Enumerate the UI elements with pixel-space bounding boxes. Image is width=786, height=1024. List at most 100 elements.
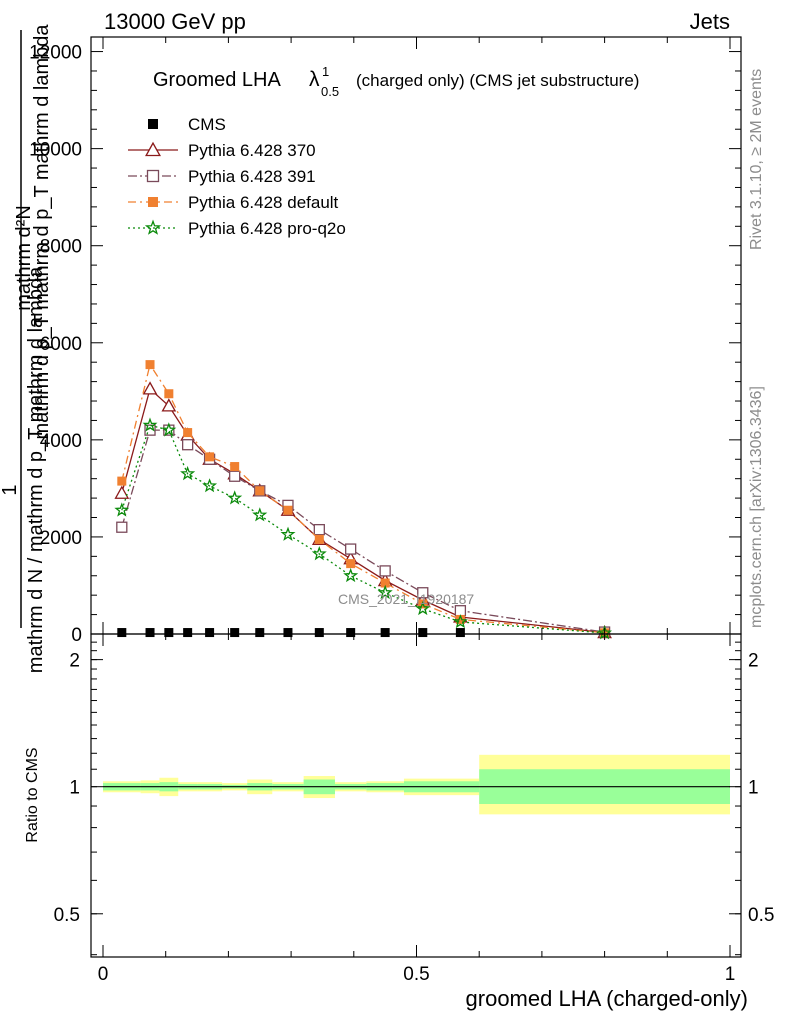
data-point — [417, 587, 429, 599]
main-y-tick-label: 10000 — [29, 140, 82, 161]
header-left: 13000 GeV pp — [104, 9, 246, 34]
ratio-y-tick-label: 2 — [69, 651, 80, 672]
analysis-watermark: CMS_2021_I1920187 — [338, 591, 474, 607]
ratio-axes: 0.5 0.5 1 1 2 2 0 0.5 1 — [54, 634, 774, 985]
data-point — [379, 565, 391, 577]
data-point — [230, 462, 240, 472]
y-label-main: mathrm d N / mathrm d p_T mathrm d lambd… — [25, 266, 47, 673]
data-point — [346, 628, 356, 638]
main-y-axis: 0 2000 4000 6000 8000 10000 12000 — [29, 37, 741, 646]
ratio-y-tick-label: 1 — [69, 778, 80, 799]
data-point — [117, 476, 127, 486]
main-y-tick-label: 0 — [71, 625, 82, 646]
data-point — [380, 628, 390, 638]
legend-label: CMS — [188, 115, 226, 134]
legend-label: Pythia 6.428 391 — [188, 167, 316, 186]
data-point — [183, 428, 193, 438]
data-point — [161, 422, 177, 437]
legend-label: Pythia 6.428 default — [188, 193, 339, 212]
x-tick-label: 1 — [725, 964, 736, 985]
data-point — [144, 424, 156, 436]
series-cms — [117, 628, 465, 638]
ratio-plot-panel: 0.5 0.5 1 1 2 2 0 0.5 1 — [54, 633, 774, 985]
legend-item: CMS — [148, 115, 226, 134]
data-point — [116, 521, 128, 533]
data-point — [252, 507, 268, 522]
plot-title: Groomed LHA λ 1 0.5 (charged only) (CMS … — [153, 64, 639, 99]
data-point — [377, 584, 393, 600]
series-pythia-6-428-pro-q2o — [114, 417, 613, 640]
ratio-y-tick-label: 0.5 — [54, 905, 80, 926]
data-point — [142, 417, 158, 432]
legend-item: Pythia 6.428 391 — [128, 167, 316, 186]
main-y-tick-label: 8000 — [40, 237, 82, 258]
data-point — [164, 389, 174, 399]
data-point — [114, 502, 130, 517]
data-point — [455, 628, 465, 638]
y-label-numerator: mathrm d²N — [13, 205, 35, 311]
x-tick-label: 0.5 — [403, 964, 429, 985]
data-point — [145, 628, 155, 638]
title-superscript: 1 — [322, 64, 329, 79]
data-point — [314, 534, 324, 544]
data-point — [145, 360, 155, 370]
data-point — [227, 490, 243, 505]
x-axis-label: groomed LHA (charged-only) — [466, 986, 748, 1011]
legend-marker — [148, 119, 158, 129]
data-point — [180, 465, 196, 481]
data-point — [114, 485, 130, 499]
main-y-axis-label: mathrm d²N mathrm d p_T mathrm d p_T mat… — [0, 24, 53, 674]
main-y-tick-label: 6000 — [40, 334, 82, 355]
series-line — [121, 362, 605, 634]
legend-label: Pythia 6.428 370 — [188, 141, 316, 160]
data-point — [164, 628, 174, 638]
x-tick-label: 0 — [98, 964, 109, 985]
main-y-tick-label: 4000 — [40, 431, 82, 452]
data-point — [205, 628, 215, 638]
data-point — [142, 381, 158, 395]
legend-marker — [145, 141, 161, 157]
series-pythia-6-428-default — [117, 360, 610, 638]
data-point — [183, 628, 193, 638]
data-point — [283, 505, 293, 515]
legend-item: Pythia 6.428 default — [128, 193, 339, 212]
data-point — [230, 628, 240, 638]
main-plot-panel: 0 2000 4000 6000 8000 10000 12000 — [29, 36, 742, 646]
ratio-plot-content — [103, 754, 730, 815]
data-point — [229, 470, 241, 482]
data-point — [343, 567, 359, 583]
data-point — [418, 628, 428, 638]
data-point — [314, 628, 324, 638]
ratio-y-tick-label-right: 0.5 — [748, 905, 774, 926]
header-right: Jets — [690, 9, 730, 34]
data-point — [117, 628, 127, 638]
data-point — [415, 600, 431, 616]
data-point — [313, 523, 325, 536]
data-point — [202, 478, 218, 493]
title-main: Groomed LHA — [153, 69, 281, 91]
legend-marker — [144, 219, 162, 235]
legend-marker — [146, 169, 160, 183]
y-label-denominator: mathrm d p_T mathrm d p_T mathrm d lambd… — [31, 24, 53, 440]
ratio-y-tick-label-right: 2 — [748, 651, 759, 672]
legend: CMS Pythia 6.428 370 Pythia 6.428 391 Pythi… — [128, 115, 346, 238]
legend-marker — [148, 197, 158, 207]
main-plot-content — [114, 360, 613, 640]
data-point — [255, 628, 265, 638]
title-lambda: λ — [309, 68, 320, 91]
y-label-one: 1 — [0, 484, 21, 495]
data-point — [255, 486, 265, 496]
data-point — [283, 628, 293, 638]
mcplots-reference-text: mcplots.cern.ch [arXiv:1306.3436] — [748, 386, 765, 628]
main-y-tick-label: 12000 — [29, 43, 82, 64]
title-suffix: (charged only) (CMS jet substructure) — [356, 71, 639, 90]
data-point — [161, 398, 177, 412]
data-point — [346, 559, 356, 569]
legend-label: Pythia 6.428 pro-q2o — [188, 219, 346, 238]
legend-item: Pythia 6.428 pro-q2o — [128, 219, 346, 238]
series-line — [121, 424, 605, 634]
ratio-y-tick-label-right: 1 — [748, 778, 759, 799]
data-point — [181, 439, 194, 451]
rivet-version-text: Rivet 3.1.10, ≥ 2M events — [748, 69, 765, 250]
